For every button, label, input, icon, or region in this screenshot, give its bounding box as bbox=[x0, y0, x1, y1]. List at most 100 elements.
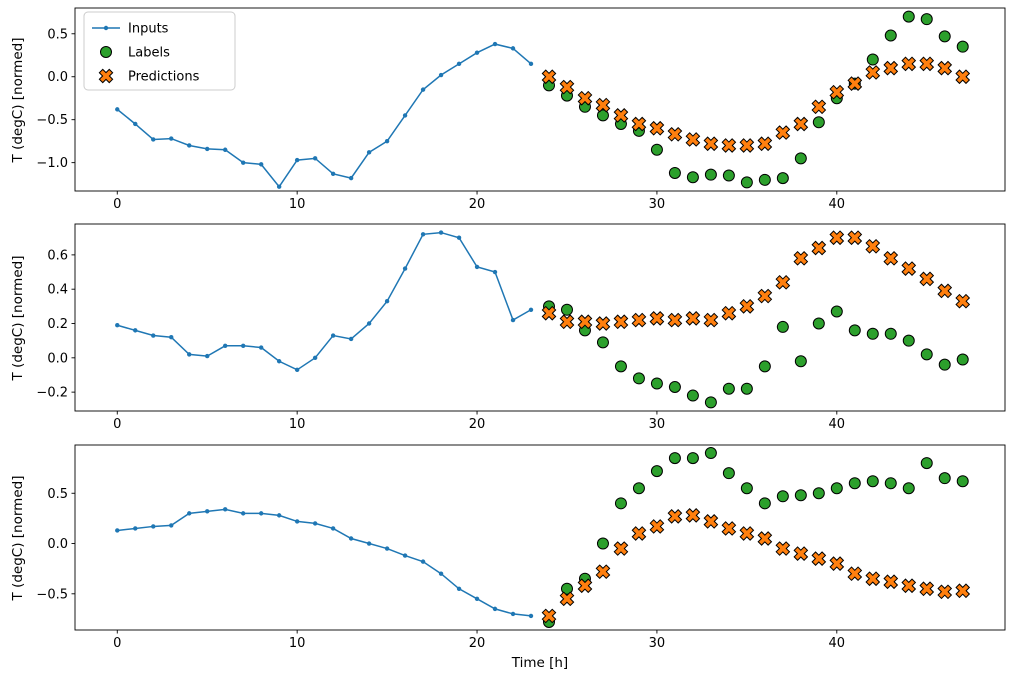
x-tick-label: 30 bbox=[649, 417, 666, 432]
subplot-2: 0 10 20 30 40 0.5 0.0 −0.5 bbox=[36, 444, 1006, 651]
predictions-x-marker bbox=[829, 556, 845, 571]
labels-circle-marker bbox=[758, 497, 771, 510]
labels-circle-marker bbox=[668, 452, 681, 465]
labels-circle-marker bbox=[776, 490, 789, 503]
y-tick-label: 0.6 bbox=[47, 248, 68, 263]
labels-circle-marker bbox=[686, 389, 699, 402]
inputs-line bbox=[117, 508, 532, 617]
inputs-point-marker bbox=[223, 507, 228, 512]
x-tick-label: 30 bbox=[649, 636, 666, 651]
y-tick-label: 0.5 bbox=[47, 27, 68, 42]
inputs-point-marker bbox=[151, 524, 156, 529]
predictions-x-marker bbox=[811, 99, 827, 115]
inputs-point-marker bbox=[330, 526, 336, 531]
predictions-x-marker bbox=[703, 514, 719, 529]
labels-circle-marker bbox=[776, 172, 789, 185]
inputs-point-marker bbox=[187, 143, 192, 148]
inputs-point-marker bbox=[492, 606, 498, 612]
inputs-point-marker bbox=[348, 536, 354, 541]
x-tick-label: 20 bbox=[469, 197, 486, 212]
inputs-point-marker bbox=[384, 546, 390, 551]
inputs-point-marker bbox=[294, 519, 300, 524]
inputs-point-marker bbox=[115, 107, 120, 112]
predictions-x-marker bbox=[775, 541, 791, 556]
inputs-point-marker bbox=[402, 266, 408, 271]
inputs-point-marker bbox=[474, 264, 480, 270]
predictions-x-marker bbox=[883, 250, 899, 266]
legend-label: Inputs bbox=[128, 22, 169, 37]
inputs-point-marker bbox=[492, 269, 498, 275]
labels-circle-marker bbox=[902, 334, 915, 347]
predictions-x-marker bbox=[829, 84, 845, 100]
labels-circle-marker bbox=[722, 467, 735, 480]
inputs-point-marker bbox=[402, 113, 408, 118]
predictions-x-marker bbox=[757, 136, 773, 152]
predictions-x-marker bbox=[811, 551, 827, 566]
inputs-point-marker bbox=[528, 61, 534, 67]
inputs-point-marker bbox=[366, 150, 372, 155]
labels-circle-marker bbox=[722, 169, 735, 182]
labels-circle-marker bbox=[758, 173, 771, 186]
predictions-x-marker bbox=[577, 90, 593, 106]
predictions-x-marker bbox=[613, 314, 629, 330]
predictions-x-marker bbox=[901, 578, 917, 594]
labels-circle-marker bbox=[560, 582, 573, 595]
labels-circle-marker bbox=[668, 380, 681, 393]
labels-circle-marker bbox=[740, 482, 753, 495]
inputs-point-marker bbox=[420, 87, 426, 92]
inputs-point-marker bbox=[223, 147, 228, 152]
inputs-point-marker bbox=[205, 509, 210, 514]
labels-circle-marker bbox=[614, 360, 627, 373]
labels-circle-marker bbox=[794, 489, 807, 502]
inputs-point-marker bbox=[240, 511, 246, 516]
inputs-point-marker bbox=[456, 235, 462, 240]
predictions-x-marker bbox=[937, 60, 953, 76]
x-tick-label: 10 bbox=[289, 417, 306, 432]
predictions-x-marker bbox=[739, 138, 755, 153]
inputs-point-marker bbox=[528, 307, 534, 312]
labels-circle-marker bbox=[812, 116, 825, 129]
predictions-x-marker bbox=[865, 571, 881, 587]
predictions-x-marker bbox=[901, 261, 917, 276]
predictions-x-marker bbox=[775, 274, 791, 290]
predictions-x-marker bbox=[649, 311, 665, 326]
predictions-x-marker bbox=[793, 116, 809, 132]
y-tick-label: −1.0 bbox=[36, 156, 68, 171]
labels-circle-marker bbox=[704, 168, 717, 181]
labels-circle-marker bbox=[650, 377, 663, 390]
labels-circle-marker bbox=[812, 317, 825, 330]
predictions-x-marker bbox=[865, 65, 881, 80]
labels-circle-marker bbox=[668, 166, 681, 179]
labels-circle-marker bbox=[866, 327, 879, 340]
labels-circle-marker bbox=[776, 320, 789, 333]
axes-frame bbox=[74, 223, 1006, 412]
inputs-point-marker bbox=[115, 323, 120, 328]
y-tick-label: −0.2 bbox=[36, 386, 68, 401]
inputs-point-marker bbox=[420, 232, 426, 237]
inputs-point-marker bbox=[456, 586, 462, 591]
labels-circle-marker bbox=[884, 327, 897, 340]
predictions-x-marker bbox=[631, 116, 647, 132]
labels-circle-marker bbox=[938, 472, 951, 485]
inputs-point-marker bbox=[348, 175, 354, 181]
predictions-x-marker bbox=[541, 305, 557, 321]
inputs-point-marker bbox=[133, 526, 138, 531]
inputs-point-marker bbox=[133, 328, 138, 333]
inputs-point-marker bbox=[258, 162, 264, 167]
inputs-point-marker bbox=[205, 146, 210, 152]
inputs-point-marker bbox=[384, 299, 390, 304]
predictions-x-marker bbox=[847, 76, 863, 91]
predictions-x-marker bbox=[883, 574, 899, 590]
legend-inputs-dot-icon bbox=[103, 25, 109, 31]
labels-circle-marker bbox=[632, 482, 645, 495]
inputs-point-marker bbox=[348, 336, 354, 342]
labels-circle-marker bbox=[794, 152, 807, 165]
labels-circle-marker bbox=[632, 372, 645, 385]
inputs-point-marker bbox=[240, 343, 246, 349]
inputs-point-marker bbox=[240, 160, 246, 165]
x-tick-label: 10 bbox=[289, 197, 306, 212]
inputs-point-marker bbox=[312, 521, 318, 526]
predictions-x-marker bbox=[541, 608, 557, 624]
